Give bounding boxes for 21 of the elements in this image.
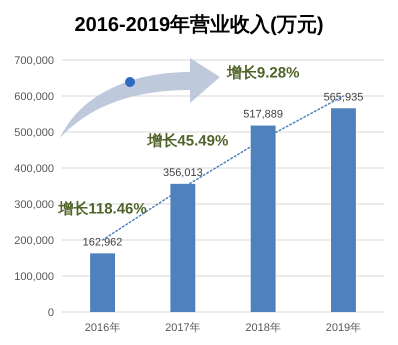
x-tick-label: 2016年: [84, 322, 120, 334]
bar: [331, 108, 356, 312]
y-tick-label: 0: [48, 306, 54, 319]
data-label: 517,889: [243, 108, 284, 121]
x-tick-label: 2019年: [326, 322, 362, 334]
x-tick-label: 2017年: [165, 322, 201, 334]
bar: [90, 253, 115, 312]
annotation: 增长45.49%: [146, 132, 228, 150]
data-label: 162,962: [82, 236, 122, 248]
y-tick-label: 600,000: [14, 90, 54, 103]
y-tick-label: 400,000: [14, 162, 54, 175]
annotation: 增长9.28%: [226, 64, 300, 82]
x-tick-label: 2018年: [245, 322, 281, 334]
data-label: 356,013: [162, 166, 203, 179]
annotation: 增长118.46%: [57, 200, 147, 218]
y-tick-label: 200,000: [14, 234, 54, 247]
y-tick-label: 700,000: [14, 54, 54, 67]
y-tick-label: 300,000: [14, 198, 54, 211]
chart-title: 2016-2019年营业收入(万元): [74, 13, 324, 36]
y-tick-label: 500,000: [14, 126, 54, 139]
y-tick-label: 100,000: [14, 270, 54, 283]
